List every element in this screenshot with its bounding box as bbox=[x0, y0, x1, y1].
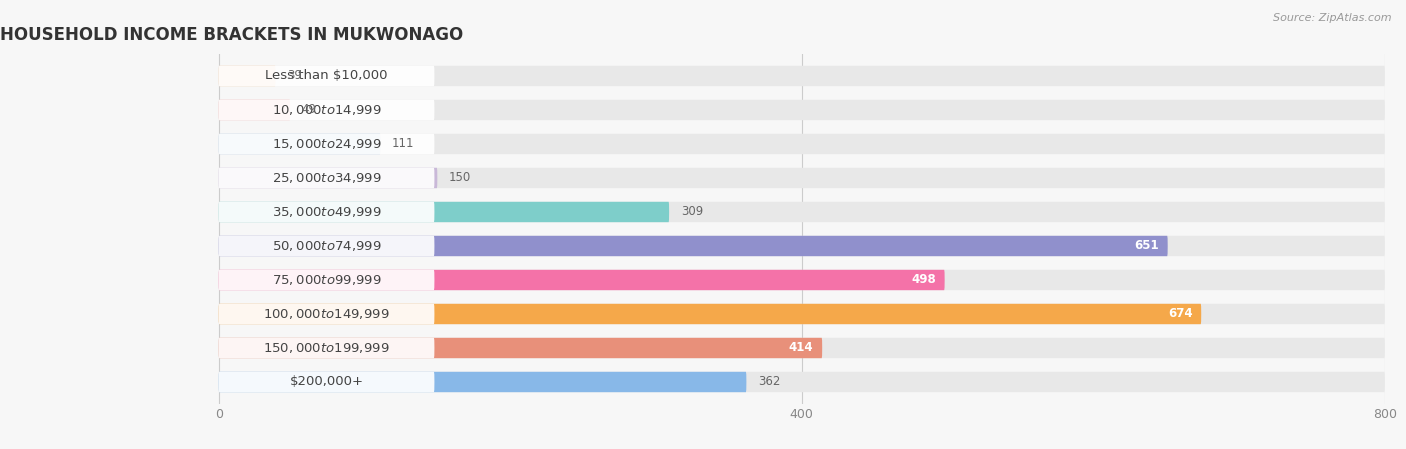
FancyBboxPatch shape bbox=[219, 168, 1385, 188]
FancyBboxPatch shape bbox=[219, 372, 434, 392]
FancyBboxPatch shape bbox=[219, 134, 1385, 154]
FancyBboxPatch shape bbox=[219, 304, 1201, 324]
Text: 49: 49 bbox=[302, 103, 316, 116]
Text: $150,000 to $199,999: $150,000 to $199,999 bbox=[263, 341, 389, 355]
FancyBboxPatch shape bbox=[219, 100, 434, 120]
Text: $75,000 to $99,999: $75,000 to $99,999 bbox=[271, 273, 381, 287]
FancyBboxPatch shape bbox=[219, 202, 669, 222]
FancyBboxPatch shape bbox=[219, 134, 381, 154]
Text: 39: 39 bbox=[287, 70, 302, 83]
Text: 414: 414 bbox=[789, 342, 814, 355]
FancyBboxPatch shape bbox=[219, 270, 1385, 290]
Text: 498: 498 bbox=[911, 273, 936, 286]
FancyBboxPatch shape bbox=[219, 202, 1385, 222]
FancyBboxPatch shape bbox=[219, 372, 1385, 392]
Text: 674: 674 bbox=[1168, 308, 1192, 321]
Text: $10,000 to $14,999: $10,000 to $14,999 bbox=[271, 103, 381, 117]
FancyBboxPatch shape bbox=[219, 100, 290, 120]
Text: 651: 651 bbox=[1135, 239, 1159, 252]
FancyBboxPatch shape bbox=[219, 304, 434, 324]
FancyBboxPatch shape bbox=[219, 66, 276, 86]
FancyBboxPatch shape bbox=[219, 338, 823, 358]
Text: 150: 150 bbox=[449, 172, 471, 185]
FancyBboxPatch shape bbox=[219, 270, 434, 290]
Text: $100,000 to $149,999: $100,000 to $149,999 bbox=[263, 307, 389, 321]
FancyBboxPatch shape bbox=[219, 66, 434, 86]
FancyBboxPatch shape bbox=[219, 168, 434, 188]
FancyBboxPatch shape bbox=[219, 304, 1385, 324]
Text: Less than $10,000: Less than $10,000 bbox=[266, 70, 388, 83]
Text: $15,000 to $24,999: $15,000 to $24,999 bbox=[271, 137, 381, 151]
FancyBboxPatch shape bbox=[219, 66, 1385, 86]
FancyBboxPatch shape bbox=[219, 202, 434, 222]
Text: $25,000 to $34,999: $25,000 to $34,999 bbox=[271, 171, 381, 185]
FancyBboxPatch shape bbox=[219, 236, 1168, 256]
Text: $35,000 to $49,999: $35,000 to $49,999 bbox=[271, 205, 381, 219]
FancyBboxPatch shape bbox=[219, 372, 747, 392]
Text: $200,000+: $200,000+ bbox=[290, 375, 364, 388]
FancyBboxPatch shape bbox=[219, 270, 945, 290]
FancyBboxPatch shape bbox=[219, 236, 434, 256]
FancyBboxPatch shape bbox=[219, 236, 1385, 256]
Text: 111: 111 bbox=[392, 137, 415, 150]
FancyBboxPatch shape bbox=[219, 100, 1385, 120]
Text: 362: 362 bbox=[758, 375, 780, 388]
FancyBboxPatch shape bbox=[219, 168, 437, 188]
Text: HOUSEHOLD INCOME BRACKETS IN MUKWONAGO: HOUSEHOLD INCOME BRACKETS IN MUKWONAGO bbox=[0, 26, 463, 44]
Text: Source: ZipAtlas.com: Source: ZipAtlas.com bbox=[1274, 13, 1392, 23]
FancyBboxPatch shape bbox=[219, 338, 1385, 358]
Text: $50,000 to $74,999: $50,000 to $74,999 bbox=[271, 239, 381, 253]
FancyBboxPatch shape bbox=[219, 134, 434, 154]
FancyBboxPatch shape bbox=[219, 338, 434, 358]
Text: 309: 309 bbox=[681, 206, 703, 219]
